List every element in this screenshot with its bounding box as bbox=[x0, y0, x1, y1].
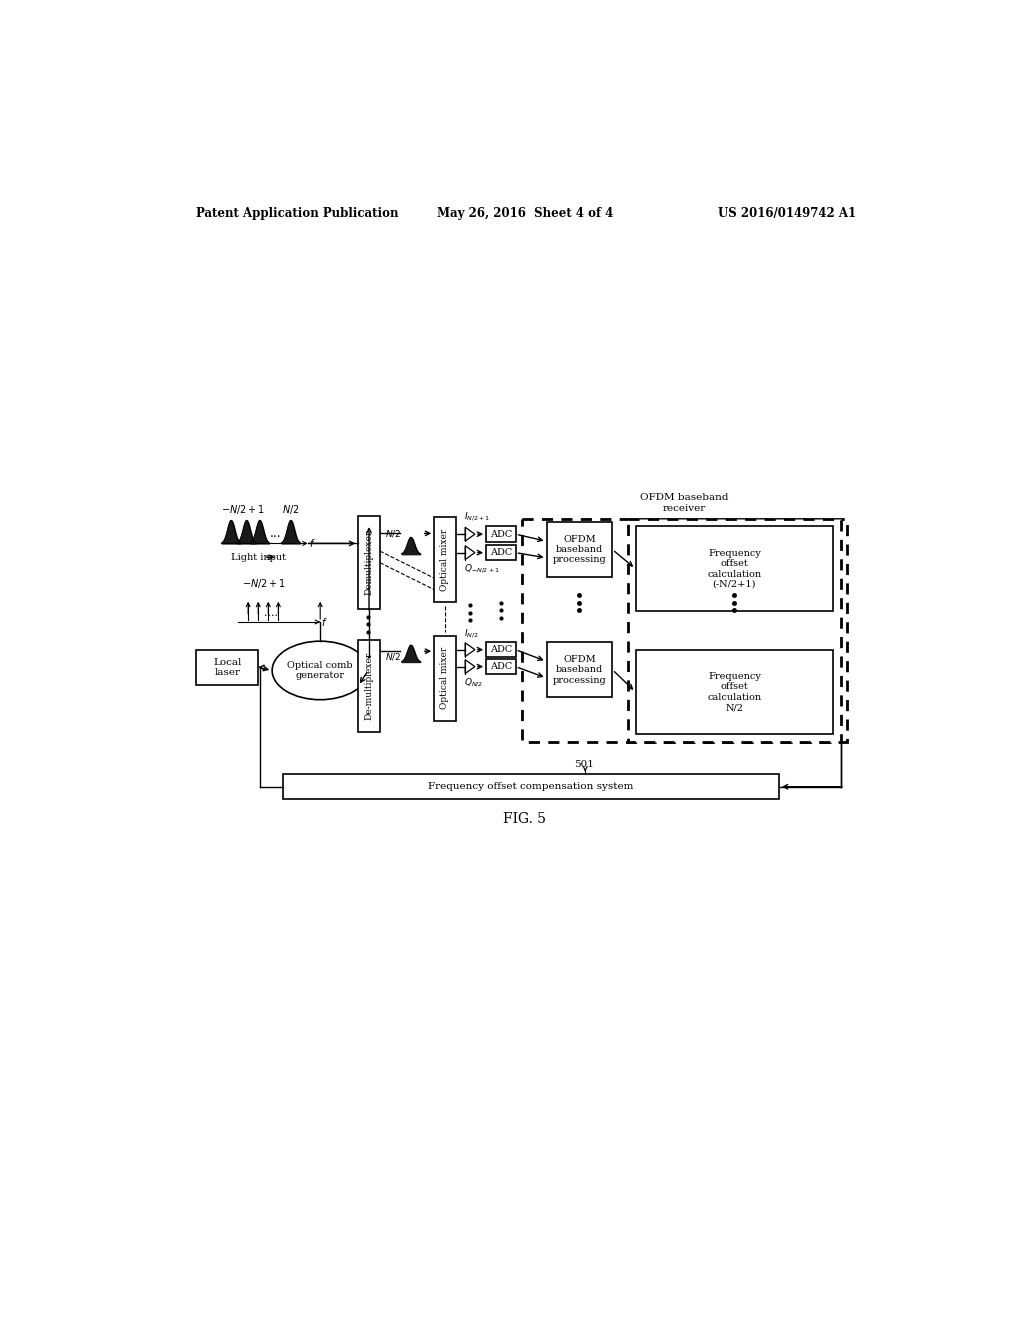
FancyBboxPatch shape bbox=[358, 516, 380, 609]
FancyBboxPatch shape bbox=[486, 545, 515, 560]
Text: OFDM
baseband
processing: OFDM baseband processing bbox=[553, 535, 606, 565]
FancyBboxPatch shape bbox=[636, 649, 834, 734]
Text: ADC: ADC bbox=[489, 548, 512, 557]
Text: $f$: $f$ bbox=[308, 537, 315, 549]
FancyBboxPatch shape bbox=[547, 642, 612, 697]
FancyBboxPatch shape bbox=[636, 527, 834, 611]
Text: $-N/2+1$: $-N/2+1$ bbox=[242, 577, 286, 590]
Text: ADC: ADC bbox=[489, 645, 512, 655]
Text: Optical comb
generator: Optical comb generator bbox=[288, 661, 353, 680]
FancyBboxPatch shape bbox=[434, 636, 456, 721]
Text: $Q_{-N/2+1}$: $Q_{-N/2+1}$ bbox=[464, 562, 500, 576]
Text: May 26, 2016  Sheet 4 of 4: May 26, 2016 Sheet 4 of 4 bbox=[436, 207, 613, 220]
Text: Optical mixer: Optical mixer bbox=[440, 528, 450, 590]
Text: $-N/2+1$: $-N/2+1$ bbox=[221, 503, 264, 516]
Text: Frequency offset compensation system: Frequency offset compensation system bbox=[428, 783, 634, 791]
Text: US 2016/0149742 A1: US 2016/0149742 A1 bbox=[719, 207, 856, 220]
FancyBboxPatch shape bbox=[434, 517, 456, 602]
Ellipse shape bbox=[272, 642, 369, 700]
Text: ...: ... bbox=[269, 527, 281, 540]
FancyBboxPatch shape bbox=[486, 642, 515, 657]
Text: Demultiplexer: Demultiplexer bbox=[365, 531, 374, 595]
Text: $N/2$: $N/2$ bbox=[385, 651, 400, 663]
Text: $I_{N/2}$: $I_{N/2}$ bbox=[464, 627, 478, 640]
Text: $N/2$: $N/2$ bbox=[385, 528, 400, 539]
Text: Optical mixer: Optical mixer bbox=[440, 647, 450, 709]
Text: FIG. 5: FIG. 5 bbox=[504, 812, 546, 826]
Text: OFDM baseband
receiver: OFDM baseband receiver bbox=[640, 494, 729, 512]
Text: $f$: $f$ bbox=[321, 616, 328, 628]
Text: Patent Application Publication: Patent Application Publication bbox=[197, 207, 398, 220]
Text: De-multiplexer: De-multiplexer bbox=[365, 652, 374, 719]
FancyBboxPatch shape bbox=[486, 659, 515, 675]
FancyBboxPatch shape bbox=[547, 521, 612, 577]
FancyBboxPatch shape bbox=[283, 775, 779, 799]
Text: $Q_{N/2}$: $Q_{N/2}$ bbox=[464, 677, 482, 689]
Text: Frequency
offset
calculation
N/2: Frequency offset calculation N/2 bbox=[708, 672, 762, 711]
Text: OFDM
baseband
processing: OFDM baseband processing bbox=[553, 655, 606, 685]
Text: Local
laser: Local laser bbox=[213, 657, 242, 677]
Text: $I_{N/2+1}$: $I_{N/2+1}$ bbox=[464, 510, 490, 523]
Text: ADC: ADC bbox=[489, 529, 512, 539]
Text: $N/2$: $N/2$ bbox=[282, 503, 299, 516]
Text: Frequency
offset
calculation
(-N/2+1): Frequency offset calculation (-N/2+1) bbox=[708, 549, 762, 589]
FancyBboxPatch shape bbox=[358, 640, 380, 733]
FancyBboxPatch shape bbox=[197, 649, 258, 685]
Text: Light input: Light input bbox=[231, 553, 286, 562]
Text: 501: 501 bbox=[573, 760, 594, 770]
FancyBboxPatch shape bbox=[486, 527, 515, 543]
Text: ....: .... bbox=[264, 607, 279, 618]
FancyBboxPatch shape bbox=[521, 519, 847, 742]
FancyBboxPatch shape bbox=[628, 519, 841, 742]
Text: ADC: ADC bbox=[489, 663, 512, 671]
